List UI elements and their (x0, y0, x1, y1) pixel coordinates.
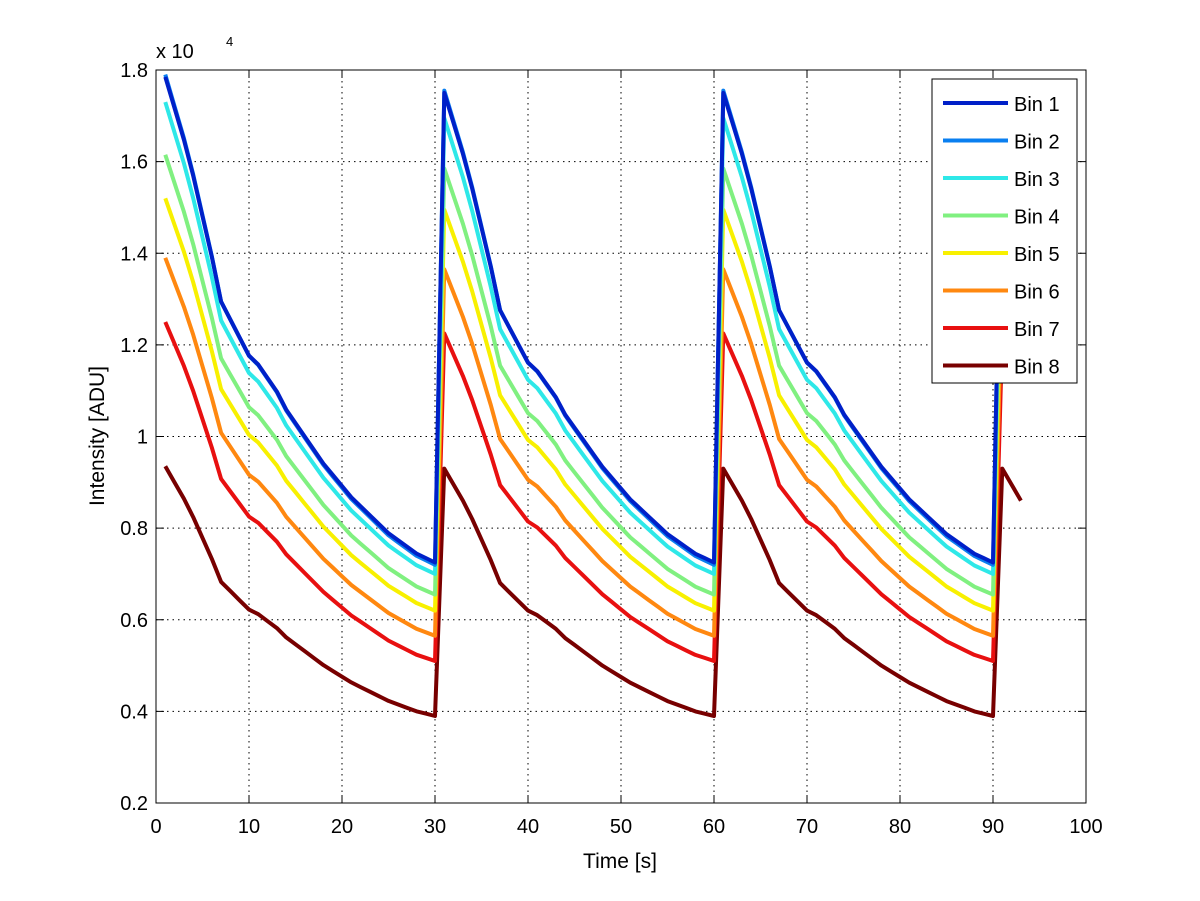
x-tick-label: 30 (424, 816, 446, 838)
legend-label-bin-4: Bin 4 (1014, 207, 1060, 229)
x-tick-label: 100 (1069, 816, 1102, 838)
y-tick-label: 1.8 (120, 60, 148, 82)
y-multiplier: x 10 (156, 41, 194, 63)
y-tick-label: 1.2 (120, 335, 148, 357)
legend-label-bin-2: Bin 2 (1014, 132, 1060, 154)
x-axis-label: Time [s] (583, 850, 657, 873)
series-line-bin-3 (163, 101, 1023, 576)
legend-label-bin-8: Bin 8 (1014, 357, 1060, 379)
series-line-bin-7 (163, 321, 1023, 663)
legend-label-bin-6: Bin 6 (1014, 282, 1060, 304)
series-line-bin-4 (163, 154, 1023, 597)
x-tick-label: 40 (517, 816, 539, 838)
x-tick-label: 90 (982, 816, 1004, 838)
y-multiplier-exponent: 4 (226, 34, 233, 49)
x-tick-label: 0 (150, 816, 161, 838)
x-tick-label: 20 (331, 816, 353, 838)
y-tick-label: 0.8 (120, 518, 148, 540)
legend-label-bin-3: Bin 3 (1014, 169, 1060, 191)
y-tick-label: 0.2 (120, 793, 148, 815)
y-axis-label: Intensity [ADU] (86, 366, 109, 506)
legend-label-bin-5: Bin 5 (1014, 244, 1060, 266)
series-line-bin-1 (163, 76, 1023, 565)
legend-box (931, 78, 1078, 384)
legend: Bin 1 Bin 2 Bin 3 Bin 4 Bin 5 Bin 6 Bin 7 Bin 8 (931, 78, 1078, 384)
y-tick-label: 1.6 (120, 152, 148, 174)
series-line-bin-6 (163, 257, 1023, 638)
x-tick-label: 60 (703, 816, 725, 838)
y-tick-label: 1.4 (120, 243, 148, 265)
x-tick-label: 10 (238, 816, 260, 838)
y-tick-label: 0.6 (120, 610, 148, 632)
series-layer (163, 74, 1023, 718)
series-line-bin-5 (163, 197, 1023, 613)
x-tick-label: 80 (889, 816, 911, 838)
series-line-bin-8 (163, 465, 1023, 718)
legend-label-bin-1: Bin 1 (1014, 94, 1060, 116)
ticks: 0 10 20 30 40 50 60 70 80 90 100 0.2 0.4 0.6 0.8 1 1.2 1.… (120, 60, 1103, 838)
x-tick-label: 70 (796, 816, 818, 838)
legend-label-bin-7: Bin 7 (1014, 319, 1060, 341)
y-tick-label: 0.4 (120, 701, 148, 723)
y-tick-label: 1 (137, 427, 148, 449)
x-tick-label: 50 (610, 816, 632, 838)
